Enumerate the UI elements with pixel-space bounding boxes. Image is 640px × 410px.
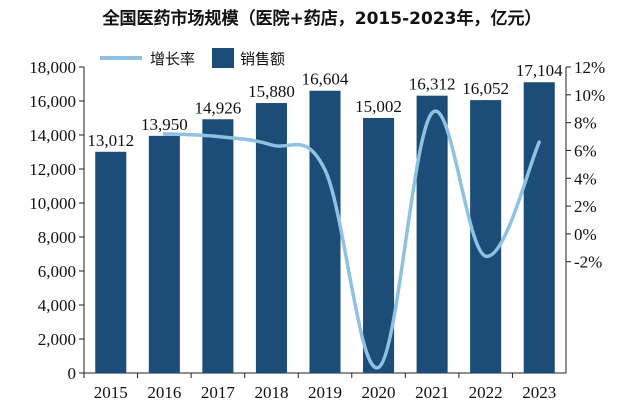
legend-label-sales: 销售额 bbox=[240, 50, 285, 68]
bar bbox=[148, 135, 180, 373]
right-axis-tick-label: 0% bbox=[574, 225, 597, 244]
growth-line-series bbox=[162, 109, 541, 370]
right-axis-tick-label: 2% bbox=[574, 197, 597, 216]
right-axis-tick-label: 12% bbox=[574, 58, 605, 77]
bar-series bbox=[95, 82, 555, 374]
right-axis-tick-label: 10% bbox=[574, 86, 605, 105]
bar-value-label: 15,002 bbox=[355, 97, 402, 116]
left-axis-tick-label: 12,000 bbox=[29, 160, 76, 179]
bar-value-label: 16,604 bbox=[302, 70, 349, 89]
right-axis-tick-label: 4% bbox=[574, 169, 597, 188]
right-axis-tick-label: 6% bbox=[574, 141, 597, 160]
right-axis-tick-label: -2% bbox=[574, 253, 602, 272]
bar-value-label: 17,104 bbox=[516, 61, 563, 80]
x-axis-tick-label: 2023 bbox=[522, 383, 556, 402]
right-axis-tick-label: 8% bbox=[574, 114, 597, 133]
x-axis-tick-label: 2017 bbox=[201, 383, 236, 402]
legend-label-growth: 增长率 bbox=[150, 50, 195, 68]
bar-value-label: 13,950 bbox=[141, 115, 188, 134]
x-axis-tick-label: 2019 bbox=[308, 383, 342, 402]
chart-axes: 0 2,000 4,000 6,000 8,000 10,000 12,000 14,000 1… bbox=[29, 58, 605, 402]
chart-title: 全国医药市场规模（医院+药店，2015-2023年，亿元） bbox=[102, 8, 542, 29]
bar bbox=[202, 119, 234, 374]
bar-value-label: 16,052 bbox=[462, 79, 509, 98]
bar bbox=[255, 103, 287, 373]
bar bbox=[523, 82, 555, 374]
left-axis-tick-label: 0 bbox=[68, 364, 77, 383]
left-axis-tick-label: 4,000 bbox=[38, 296, 76, 315]
x-axis-tick-label: 2020 bbox=[362, 383, 396, 402]
x-axis-tick-label: 2021 bbox=[415, 383, 449, 402]
legend-bar-swatch bbox=[212, 48, 234, 68]
left-axis-tick-label: 10,000 bbox=[29, 194, 76, 213]
bar-value-label: 14,926 bbox=[195, 98, 242, 117]
bar bbox=[309, 90, 341, 374]
left-axis-tick-label: 16,000 bbox=[29, 92, 76, 111]
bar bbox=[363, 117, 395, 373]
bar-value-label: 16,312 bbox=[409, 75, 456, 94]
bar-value-label: 13,012 bbox=[87, 131, 134, 150]
bar bbox=[95, 151, 127, 373]
bar-value-label: 15,880 bbox=[248, 82, 295, 101]
x-axis-tick-label: 2018 bbox=[254, 383, 288, 402]
left-axis-tick-label: 14,000 bbox=[29, 126, 76, 145]
bar-value-labels: 13,012 13,950 14,926 15,880 16,604 15,002 16,3… bbox=[87, 61, 563, 150]
x-axis-tick-label: 2016 bbox=[147, 383, 181, 402]
x-axis-tick-label: 2015 bbox=[94, 383, 128, 402]
left-axis-tick-label: 6,000 bbox=[38, 262, 76, 281]
left-axis-tick-label: 18,000 bbox=[29, 58, 76, 77]
left-axis-tick-label: 2,000 bbox=[38, 330, 76, 349]
left-axis-tick-label: 8,000 bbox=[38, 228, 76, 247]
chart-legend: 增长率 销售额 bbox=[100, 48, 285, 68]
x-axis-tick-label: 2022 bbox=[469, 383, 503, 402]
